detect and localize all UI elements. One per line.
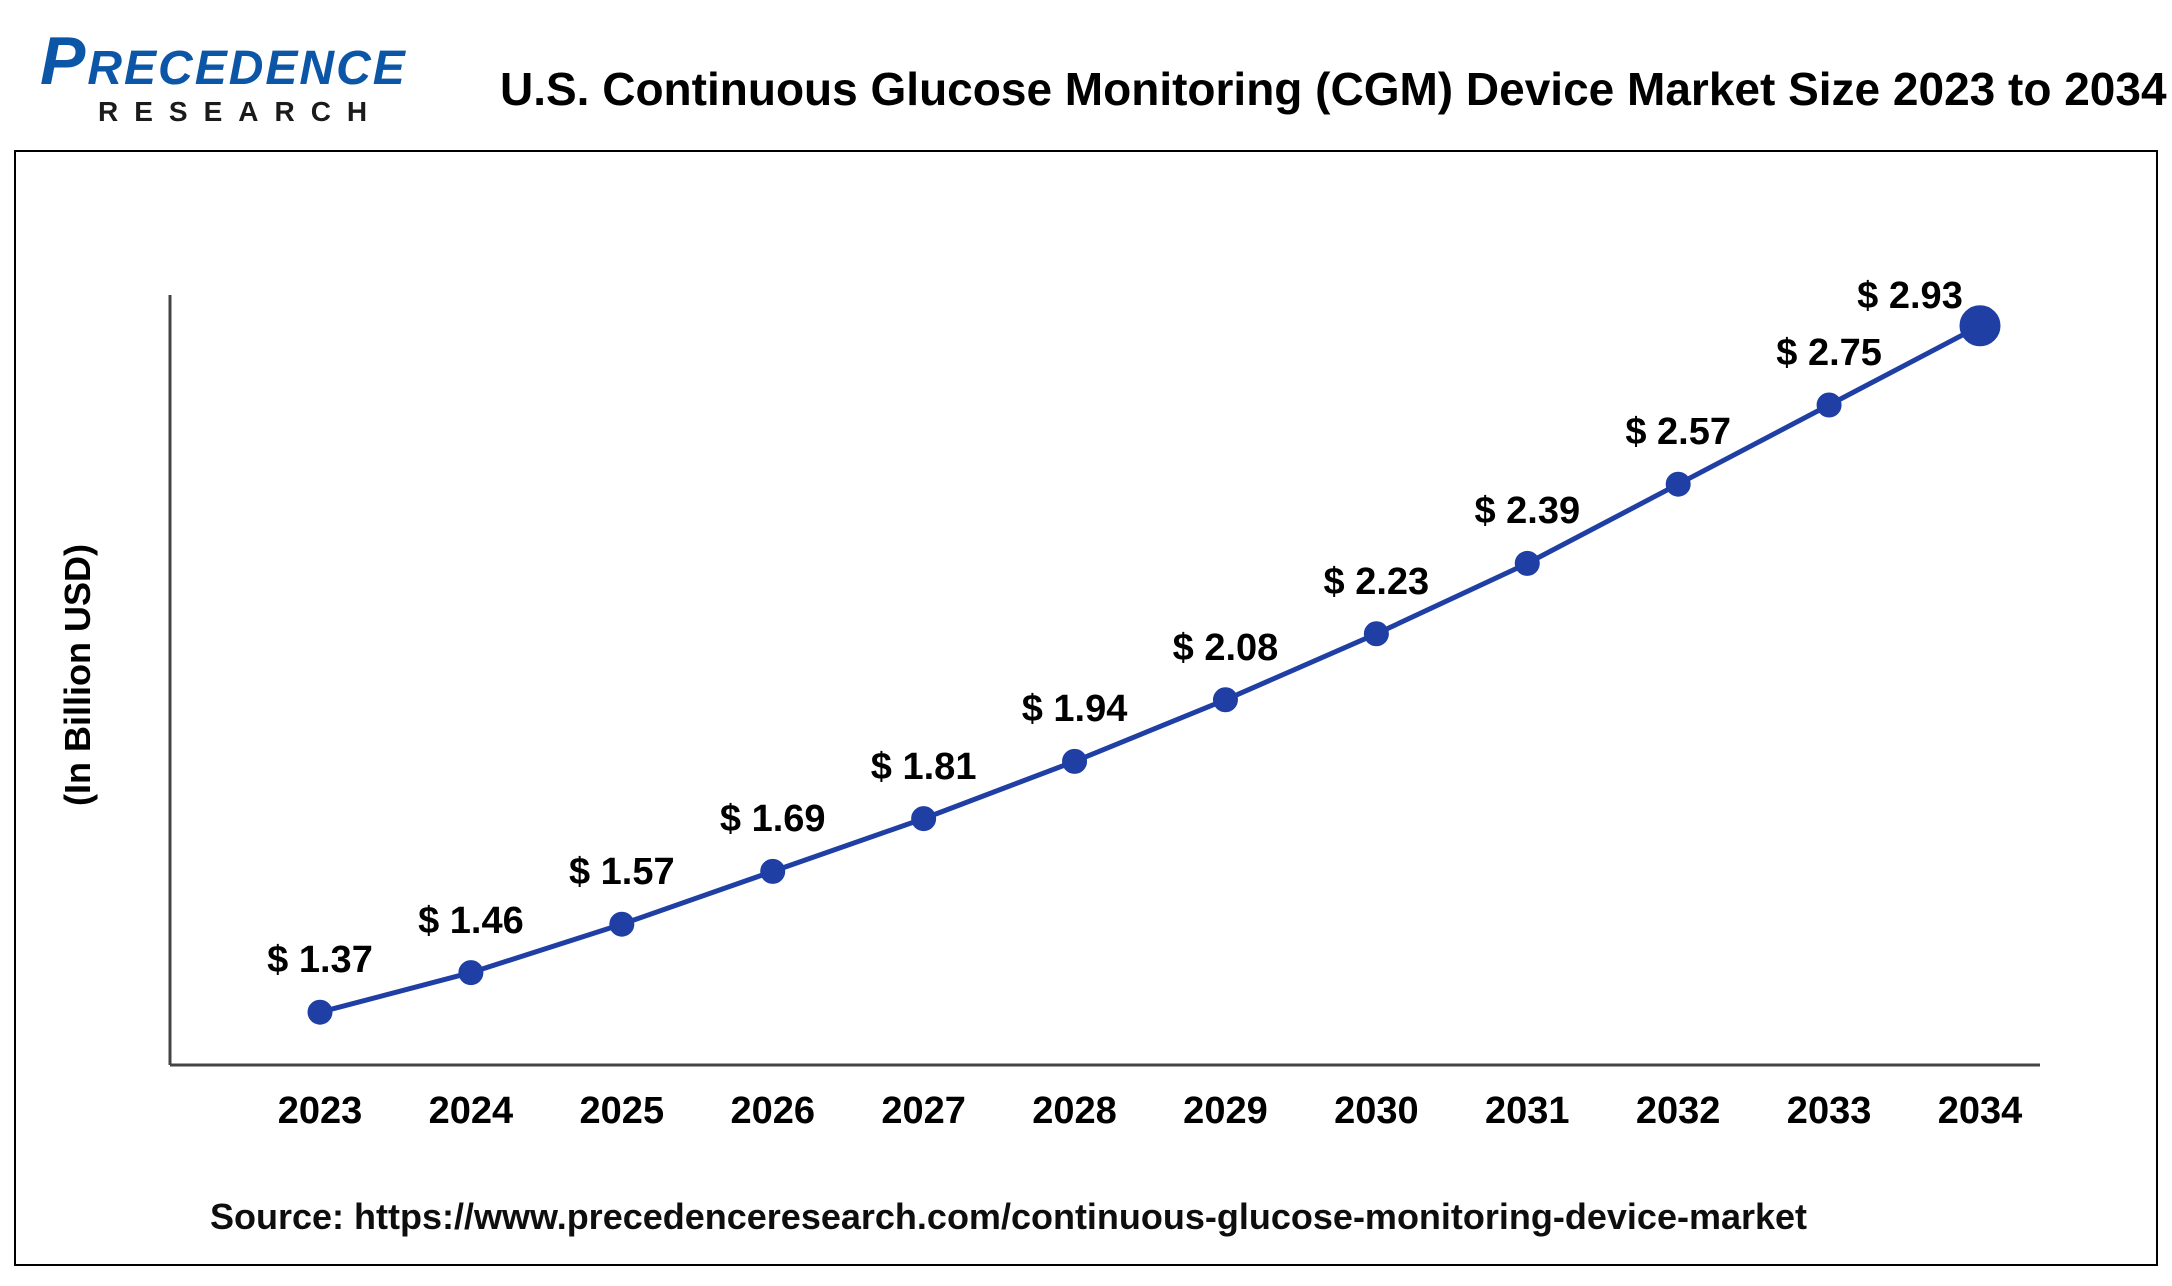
data-label: $ 2.75 xyxy=(1776,332,1882,375)
chart-title: U.S. Continuous Glucose Monitoring (CGM)… xyxy=(500,62,2167,116)
x-tick-label: 2034 xyxy=(1938,1090,2023,1133)
x-tick-label: 2026 xyxy=(730,1090,815,1133)
data-label: $ 2.08 xyxy=(1173,627,1279,670)
x-tick-label: 2025 xyxy=(580,1090,665,1133)
data-label: $ 1.57 xyxy=(569,851,675,894)
brand-logo-top: PRECEDENCE xyxy=(40,22,407,100)
data-label: $ 1.37 xyxy=(267,939,373,982)
data-label: $ 2.23 xyxy=(1324,561,1430,604)
y-axis-label: (In Billion USD) xyxy=(57,544,99,806)
x-tick-label: 2033 xyxy=(1787,1090,1872,1133)
source-citation: Source: https://www.precedenceresearch.c… xyxy=(210,1196,1807,1238)
data-label: $ 1.46 xyxy=(418,900,524,943)
data-label: $ 2.57 xyxy=(1625,411,1731,454)
data-label: $ 2.93 xyxy=(1857,275,1963,318)
source-prefix: Source: xyxy=(210,1196,354,1237)
x-tick-label: 2029 xyxy=(1183,1090,1268,1133)
data-label: $ 1.69 xyxy=(720,798,826,841)
x-tick-label: 2030 xyxy=(1334,1090,1419,1133)
x-tick-label: 2024 xyxy=(429,1090,514,1133)
x-tick-label: 2023 xyxy=(278,1090,363,1133)
x-tick-label: 2032 xyxy=(1636,1090,1721,1133)
data-label: $ 1.81 xyxy=(871,746,977,789)
data-label: $ 1.94 xyxy=(1022,688,1128,731)
x-tick-label: 2028 xyxy=(1032,1090,1117,1133)
brand-logo-bottom: RESEARCH xyxy=(40,96,407,128)
source-url: https://www.precedenceresearch.com/conti… xyxy=(354,1196,1807,1237)
x-tick-label: 2027 xyxy=(881,1090,966,1133)
x-tick-label: 2031 xyxy=(1485,1090,1570,1133)
data-label: $ 2.39 xyxy=(1474,490,1580,533)
brand-logo: PRECEDENCE RESEARCH xyxy=(40,22,407,128)
